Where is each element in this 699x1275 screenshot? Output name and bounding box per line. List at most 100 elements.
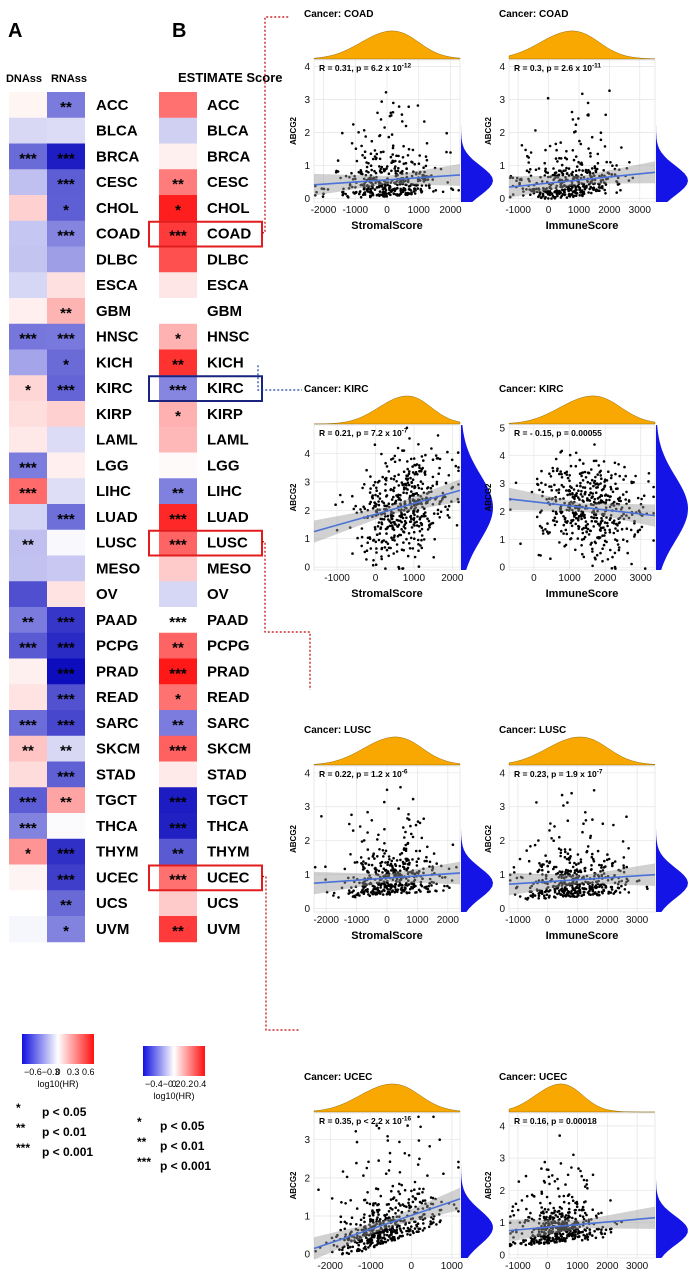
- scatter-point: [535, 187, 538, 191]
- scatter-point: [606, 853, 609, 856]
- scatter-point: [354, 1227, 358, 1231]
- scatter-point: [405, 491, 409, 495]
- scatter-point: [518, 857, 522, 861]
- scatter-points: [334, 426, 460, 570]
- scatter-point: [537, 187, 540, 190]
- scatter-point: [373, 526, 377, 529]
- scatter-point: [417, 443, 420, 446]
- scatter-point: [581, 495, 584, 498]
- y-tick-label: 0: [304, 1250, 310, 1261]
- scatter-point: [405, 867, 409, 871]
- scatter-point: [407, 818, 411, 821]
- scatter-point: [406, 1124, 409, 1127]
- x-tick-label: 1000: [566, 915, 589, 926]
- y-tick-label: 4: [304, 62, 310, 73]
- scatter-point: [618, 891, 622, 894]
- scatter-point: [508, 873, 512, 877]
- heatmap-a-cell: [47, 143, 85, 170]
- scatter-point: [514, 481, 518, 485]
- scatter-point: [388, 858, 391, 861]
- scatter-point: [379, 517, 383, 521]
- scatter-point: [392, 870, 396, 873]
- cancer-label-a: TGCT: [96, 792, 137, 809]
- scatter-point: [382, 1219, 385, 1223]
- scatter-point: [600, 1211, 603, 1215]
- scatter-point: [554, 510, 558, 514]
- scatter-point: [527, 170, 531, 174]
- scatter-point: [406, 841, 410, 845]
- scatter-point: [603, 859, 606, 863]
- heatmap-a-cell: [9, 298, 47, 325]
- scatter-point: [385, 788, 389, 792]
- scatter-point: [377, 1220, 381, 1223]
- scatter-point: [590, 519, 594, 523]
- scatter-point: [360, 510, 363, 514]
- scatter-point: [410, 174, 414, 178]
- scatter-point: [388, 1151, 392, 1155]
- scatter-point: [449, 151, 452, 154]
- scatter-point: [413, 537, 416, 540]
- scatter-point: [413, 162, 417, 166]
- scatter-point: [543, 174, 547, 177]
- scatter-point: [571, 511, 575, 514]
- scatter-point: [426, 178, 430, 181]
- scatter-point: [570, 193, 574, 196]
- scatter-point: [405, 1229, 408, 1233]
- scatter-point: [380, 890, 384, 893]
- scatter-point: [407, 105, 411, 108]
- scatter-point: [561, 1238, 565, 1241]
- cancer-label-a: READ: [96, 689, 139, 706]
- scatter-point: [526, 1219, 529, 1222]
- scatter-point: [546, 886, 550, 889]
- scatter-point: [652, 495, 655, 499]
- scatter-point: [397, 565, 400, 569]
- scatter-point: [601, 185, 604, 188]
- cancer-label-b: ACC: [207, 97, 240, 114]
- scatter-point: [598, 174, 601, 178]
- scatter-point: [613, 860, 617, 863]
- x-axis-label: StromalScore: [351, 930, 423, 942]
- scatter-point: [370, 177, 374, 180]
- scatter-point: [387, 1219, 390, 1222]
- scatter-point: [583, 867, 586, 870]
- scatter-point: [332, 891, 336, 895]
- scatter-point: [578, 885, 581, 888]
- scatter-point: [407, 542, 411, 545]
- scatter-point: [608, 505, 612, 509]
- scatter-point: [596, 486, 599, 489]
- scatter-point: [551, 497, 554, 500]
- scatter-point: [386, 514, 390, 518]
- scatter-point: [417, 1139, 421, 1142]
- scatter-point: [409, 887, 412, 891]
- scatter-point: [411, 465, 414, 468]
- cancer-label-a: OV: [96, 586, 118, 603]
- scatter-point: [450, 879, 454, 882]
- scatter-point: [372, 1221, 375, 1224]
- scatter-point: [372, 559, 375, 562]
- scatter-point: [604, 192, 607, 195]
- scatter-point: [404, 849, 408, 852]
- scatter-point: [586, 527, 590, 531]
- scatter-point: [543, 1238, 547, 1241]
- scatter-point: [584, 1229, 588, 1232]
- x-tick-label: -1000: [324, 573, 350, 584]
- scatter-point: [372, 484, 376, 487]
- scatter-point: [570, 486, 573, 490]
- scatter-point: [435, 457, 439, 460]
- scatter-point: [378, 848, 381, 851]
- scatter-point: [391, 885, 395, 888]
- scatter-title: Cancer: LUSC: [499, 725, 566, 736]
- scatter-point: [348, 822, 351, 826]
- scatter-point: [595, 516, 599, 520]
- scatter-point: [403, 502, 407, 506]
- scatter-point: [407, 147, 411, 151]
- scatter-point: [422, 512, 426, 516]
- heatmap-b-cell: [159, 813, 197, 840]
- scatter-point: [540, 865, 544, 869]
- scatter-point: [568, 1227, 572, 1230]
- scatter-point: [408, 520, 412, 523]
- heatmap-a-cell: [47, 529, 85, 556]
- fit-line: [313, 872, 461, 884]
- scatter-point: [371, 507, 375, 510]
